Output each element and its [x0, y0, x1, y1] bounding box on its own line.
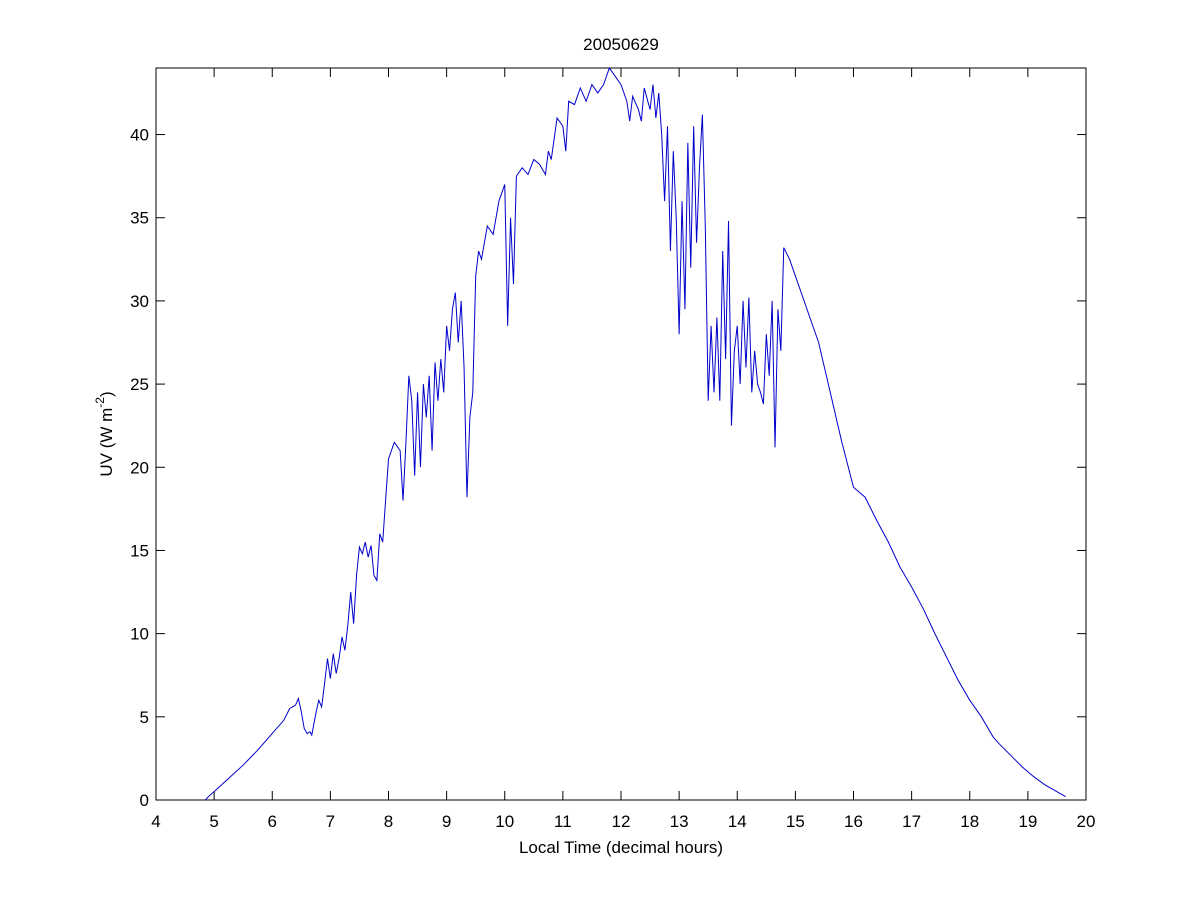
y-tick-label: 0	[140, 791, 149, 810]
y-tick-label: 5	[140, 708, 149, 727]
x-tick-label: 5	[209, 812, 218, 831]
x-tick-label: 18	[960, 812, 979, 831]
y-tick-label: 30	[130, 292, 149, 311]
y-tick-label: 15	[130, 541, 149, 560]
x-tick-label: 19	[1018, 812, 1037, 831]
x-tick-label: 8	[384, 812, 393, 831]
y-tick-label: 25	[130, 375, 149, 394]
x-tick-label: 20	[1077, 812, 1096, 831]
x-tick-label: 9	[442, 812, 451, 831]
y-tick-label: 10	[130, 625, 149, 644]
x-tick-label: 6	[268, 812, 277, 831]
y-tick-label: 40	[130, 126, 149, 145]
x-tick-label: 17	[902, 812, 921, 831]
x-tick-label: 10	[495, 812, 514, 831]
y-tick-label: 20	[130, 458, 149, 477]
plot-area	[155, 67, 1087, 801]
x-axis-label: Local Time (decimal hours)	[519, 838, 723, 857]
y-tick-label: 35	[130, 209, 149, 228]
y-axis-label-sup: -2	[93, 397, 107, 408]
x-tick-label: 15	[786, 812, 805, 831]
y-axis-label-part: )	[97, 391, 116, 397]
data-line	[205, 66, 1066, 801]
x-tick-label: 7	[326, 812, 335, 831]
x-tick-label: 16	[844, 812, 863, 831]
x-tick-label: 14	[728, 812, 747, 831]
x-tick-label: 4	[151, 812, 160, 831]
y-axis-label: UV (W m-2)	[93, 391, 116, 476]
y-axis-label-part: UV (W m	[97, 408, 116, 477]
x-tick-label: 11	[554, 812, 572, 831]
chart-title: 20050629	[583, 35, 659, 54]
x-tick-label: 13	[670, 812, 689, 831]
x-tick-label: 12	[612, 812, 631, 831]
